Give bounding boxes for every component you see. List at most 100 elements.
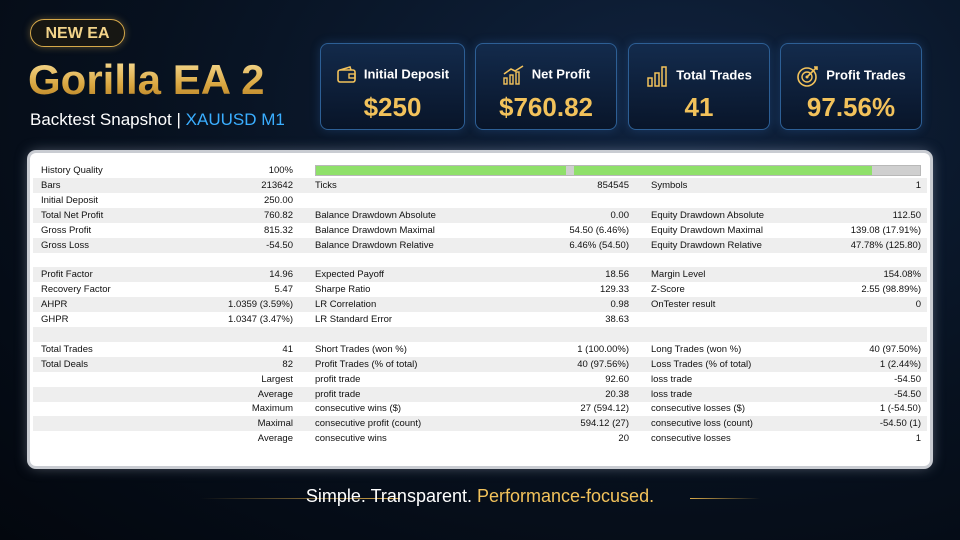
report-label: Average [257,433,293,445]
report-row [33,326,927,342]
report-value: 40 (97.56%) [577,358,629,370]
badge: NEW EA [30,19,125,47]
report-label: consecutive profit (count) [315,418,422,430]
report-row: Maximal consecutive profit (count) 594.12 … [33,416,927,432]
report-label: Sharpe Ratio [315,284,371,296]
report-value: 0.00 [610,209,630,221]
report-row: Total Trades 41 Short Trades (won %) 1 (100… [33,342,927,357]
report-label: Loss Trades (% of total) [651,358,752,370]
tagline: Simple. Transparent. [305,486,472,506]
report-value: 1 (2.44%) [879,358,921,370]
tagline-highlight: Performance-focused. [477,486,655,506]
report-value: 0 [915,299,921,311]
report-value: 54.50 (6.46%) [569,224,629,236]
report-label: Largest [261,373,293,385]
report-value: 1 [915,433,921,445]
report-label: AHPR [41,299,68,311]
report-value: 18.56 [605,269,629,281]
footer: Simple. Transparent. Performance-focused… [0,486,960,507]
report-row: History Quality 100% [33,163,927,178]
report-value: 594.12 (27) [580,418,629,430]
report-label: Total Net Profit [41,209,104,221]
report-row: Gross Profit 815.32 Balance Drawdown Maxim… [33,223,927,238]
report-label: Total Trades [41,343,93,355]
report-label: Short Trades (won %) [315,343,407,355]
report-label: Profit Factor [41,269,93,281]
report-value: 112.50 [892,209,921,221]
report-label: Gross Profit [41,224,92,236]
report-value: 20.38 [605,388,629,400]
report-label: profit trade [315,373,361,385]
report-label: Long Trades (won %) [651,343,742,355]
report-value: -54.50 [266,239,293,251]
report-label: Balance Drawdown Maximal [315,224,435,236]
report-label: Total Deals [41,358,88,370]
stat-card: Profit Trades 97.56% [780,43,922,130]
report-value: 6.46% (54.50) [569,239,629,251]
report-label: Gross Loss [41,239,90,251]
report-value: 1 [915,179,921,191]
report-value: 139.08 (17.91%) [850,224,921,236]
stat-value: 41 [684,92,714,122]
report-label: History Quality [41,165,103,176]
report-row: GHPR 1.0347 (3.47%) LR Standard Error 38.63 [33,312,927,327]
stat-label: Total Trades [676,67,752,83]
report-label: LR Standard Error [315,314,393,325]
report-row: Gross Loss -54.50 Balance Drawdown Relativ… [33,237,927,253]
quality-bar [315,165,921,176]
report-label: Bars [41,179,61,191]
report-value: 100% [268,165,293,176]
stat-label: Profit Trades [826,67,906,83]
report-value: 5.47 [274,284,294,296]
stat-value: $250 [363,92,422,122]
report-value: -54.50 [894,373,921,385]
quality-fill [574,166,872,175]
stat-label: Net Profit [531,66,591,82]
report-label: Maximum [251,403,293,415]
report-label: Average [257,388,293,400]
stat-icon [503,65,524,85]
report-label: consecutive losses [651,433,731,445]
report-label: Balance Drawdown Absolute [315,209,436,221]
report-label: Balance Drawdown Relative [315,239,434,251]
report-value: 41 [282,343,293,355]
report-label: consecutive losses ($) [651,403,745,415]
report-row: Recovery Factor 5.47 Sharpe Ratio 129.33 Z-S… [33,282,927,297]
stat-label-row: Total Trades [629,65,769,87]
stat-label: Initial Deposit [363,66,450,82]
stat-label-row: Net Profit [476,65,616,85]
stat-label-row: Initial Deposit [321,65,464,85]
report-value: 854545 [597,179,629,191]
report-label: Recovery Factor [41,284,111,296]
divider [690,498,760,499]
report-label: GHPR [41,314,69,325]
report-row: Bars 213642 Ticks 854545 Symbols 1 [33,177,927,193]
symbol: XAUUSD M1 [185,110,285,129]
report-value: 815.32 [263,224,293,236]
stat-label-row: Profit Trades [781,65,921,87]
report-label: consecutive wins ($) [315,403,402,415]
report-label: Margin Level [651,269,706,281]
report-value: 47.78% (125.80) [850,239,921,251]
report-row: Average profit trade 20.38 loss trade -54.50 [33,386,927,402]
report-value: 20 [618,433,629,445]
report-row: Maximum consecutive wins ($) 27 (594.12) co… [33,401,927,416]
report-label: Maximal [257,418,293,430]
report-row: AHPR 1.0359 (3.59%) LR Correlation 0.98 OnTe… [33,297,927,313]
report-value: 1.0347 (3.47%) [228,314,293,325]
title: Gorilla EA 2 [28,56,265,103]
report-value: 27 (594.12) [580,403,629,415]
report-row: Initial Deposit 250.00 [33,193,927,208]
report-value: 40 (97.50%) [869,343,921,355]
report-label: Z-Score [651,284,685,296]
report-row [33,252,927,267]
report-value: 1 (100.00%) [577,343,629,355]
stat-card: Net Profit $760.82 [475,43,617,130]
report-value: 129.33 [599,284,629,296]
subtitle-line: Backtest Snapshot | XAUUSD M1 [30,110,285,130]
report-value: 760.82 [263,209,293,221]
report-label: Symbols [651,179,688,191]
stat-icon [337,66,356,83]
report-label: Expected Payoff [315,269,385,281]
report-label: OnTester result [651,299,716,311]
